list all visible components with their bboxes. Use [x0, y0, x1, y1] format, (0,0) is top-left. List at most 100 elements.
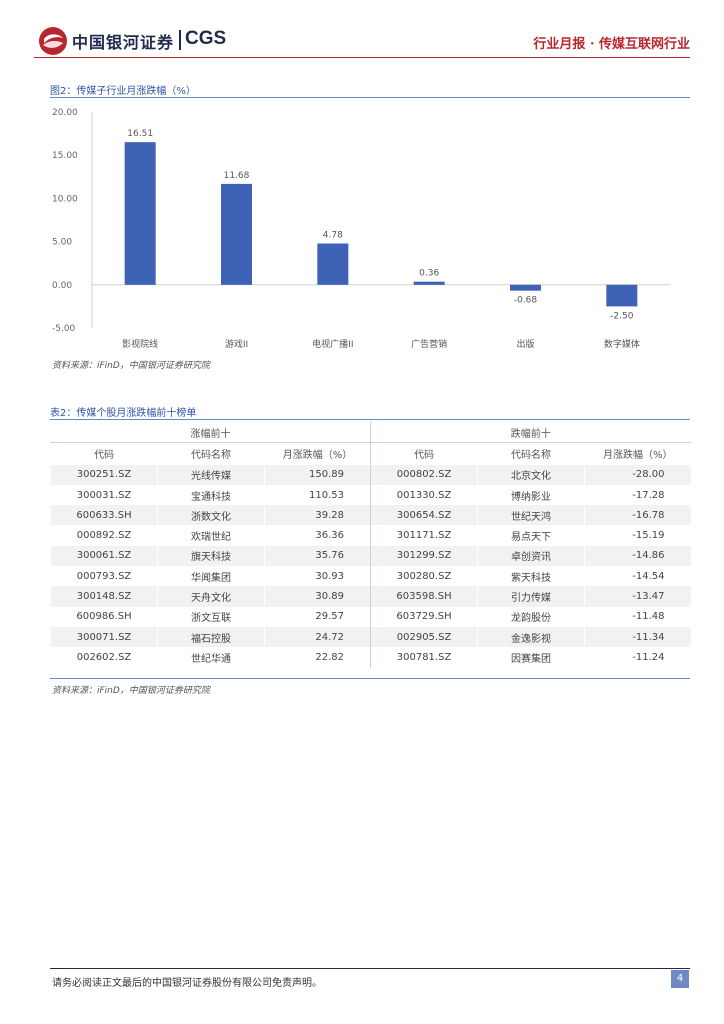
table-cell: 300031.SZ: [50, 484, 158, 506]
table-cell: 金逸影视: [477, 626, 585, 648]
page-number: 4: [671, 970, 689, 988]
table-row: 600986.SH 浙文互联 29.57 603729.SH 龙韵股份 -11.48: [50, 606, 691, 627]
top-movers-table: 涨幅前十 跌幅前十 代码 代码名称 月涨跌幅（%） 代码 代码名称 月涨跌幅（%） 300…: [49, 422, 691, 668]
table-cell: 浙数文化: [157, 505, 265, 526]
column-header: 代码: [50, 442, 158, 465]
table-cell: -13.47: [584, 586, 691, 607]
table-cell: -28.00: [584, 464, 691, 485]
table-cell: 30.89: [263, 586, 371, 607]
y-tick-label: 15.00: [52, 151, 78, 161]
table-cell: 龙韵股份: [477, 606, 585, 627]
table-cell: 29.57: [263, 606, 371, 627]
group-header-losers: 跌幅前十: [370, 422, 691, 444]
table-cell: -14.54: [584, 566, 691, 587]
y-tick-label: 20.00: [52, 108, 78, 118]
y-axis-tick-labels: 20.00 15.00 10.00 5.00 0.00 -5.00: [52, 108, 78, 334]
table-cell: 300148.SZ: [50, 586, 158, 607]
table-cell: 001330.SZ: [370, 484, 478, 506]
table-row: 300071.SZ 福石控股 24.72 002905.SZ 金逸影视 -11.34: [50, 626, 691, 648]
footer-divider: [50, 968, 690, 969]
table-cell: 博纳影业: [477, 484, 585, 506]
table-cell: 24.72: [263, 626, 371, 648]
company-logo-icon: [38, 26, 68, 56]
table-row: 300251.SZ 光线传媒 150.89 000802.SZ 北京文化 -28.00: [50, 464, 691, 485]
table-cell: 旗天科技: [157, 545, 265, 567]
table-cell: 光线传媒: [157, 464, 265, 485]
table-cell: 301171.SZ: [370, 525, 478, 546]
column-header: 代码名称: [477, 442, 585, 465]
x-category-label: 电视广播II: [312, 338, 353, 350]
table-row: 000892.SZ 欢瑞世纪 36.36 301171.SZ 易点天下 -15.19: [50, 525, 691, 546]
table-cell: 易点天下: [477, 525, 585, 546]
table-cell: 300280.SZ: [370, 566, 478, 587]
bar-3: [413, 281, 445, 285]
bar-0: [124, 142, 156, 285]
bar-value-label: 16.51: [127, 129, 153, 139]
table-cell: -14.86: [584, 545, 691, 567]
table-source: 资料来源：iFinD，中国银河证券研究院: [52, 686, 210, 696]
table-cell: 福石控股: [157, 626, 265, 648]
bar-value-label: 0.36: [419, 269, 439, 279]
table-cell: -16.78: [584, 505, 691, 526]
y-tick-label: 5.00: [52, 238, 72, 248]
table-cell: 天舟文化: [157, 586, 265, 607]
bar-4: [510, 284, 541, 291]
table-bottom-rule: [50, 678, 690, 679]
table-cell: 世纪华通: [157, 647, 265, 668]
logo-chinese-text: 中国银河证券: [72, 33, 175, 52]
bar-value-label: 4.78: [323, 231, 343, 241]
bar-2: [317, 243, 349, 285]
table-cell: 600633.SH: [50, 505, 158, 526]
table-cell: 因赛集团: [477, 647, 585, 668]
table-row: 600633.SH 浙数文化 39.28 300654.SZ 世纪天鸿 -16.78: [50, 505, 691, 526]
table-row: 300061.SZ 旗天科技 35.76 301299.SZ 卓创资讯 -14.86: [50, 545, 691, 567]
table-cell: 300061.SZ: [50, 545, 158, 567]
bar-1: [221, 183, 252, 285]
table-cell: 22.82: [263, 647, 371, 668]
footer-disclaimer: 请务必阅读正文最后的中国银河证券股份有限公司免责声明。: [52, 978, 322, 989]
table-cell: 000793.SZ: [50, 566, 158, 587]
table-cell: 300251.SZ: [50, 464, 158, 485]
bar-value-labels: 16.51 11.68 4.78 0.36 -0.68 -2.50: [127, 129, 633, 321]
x-category-label: 广告营销: [411, 338, 447, 350]
table-cell: 603598.SH: [370, 586, 478, 607]
table-cell: -17.28: [584, 484, 691, 506]
bar-value-label: -2.50: [610, 311, 634, 321]
table-cell: 300781.SZ: [370, 647, 478, 668]
logo-divider: [179, 30, 181, 50]
table-cell: 110.53: [263, 484, 371, 506]
table-cell: 36.36: [263, 525, 371, 546]
table-cell: 浙文互联: [157, 606, 265, 627]
bar-chart: 20.00 15.00 10.00 5.00 0.00 -5.00 16.51 11.68 4…: [52, 108, 670, 350]
y-tick-label: -5.00: [52, 324, 76, 334]
x-category-label: 游戏II: [225, 338, 248, 350]
figure-source: 资料来源：iFinD，中国银河证券研究院: [52, 361, 210, 371]
table-cell: 603729.SH: [370, 606, 478, 627]
column-header: 代码名称: [157, 442, 265, 465]
table-caption: 表2：传媒个股月涨跌幅前十榜单: [50, 408, 197, 419]
table-cell: 欢瑞世纪: [157, 525, 265, 546]
bar-value-label: -0.68: [514, 296, 538, 306]
table-cell: 301299.SZ: [370, 545, 478, 567]
y-tick-label: 10.00: [52, 194, 78, 204]
table-cell: 华闻集团: [157, 566, 265, 587]
report-tag: 行业月报 · 传媒互联网行业: [533, 37, 690, 52]
header-divider: [34, 57, 690, 58]
table-cell: 卓创资讯: [477, 545, 585, 567]
table-row: 300148.SZ 天舟文化 30.89 603598.SH 引力传媒 -13.47: [50, 586, 691, 607]
table-cell: 引力传媒: [477, 586, 585, 607]
table-cell: 39.28: [263, 505, 371, 526]
table-cell: 150.89: [263, 464, 371, 485]
table-cell: -11.24: [584, 647, 691, 668]
bar-value-label: 11.68: [224, 171, 250, 181]
column-header: 代码: [370, 442, 478, 465]
table-cell: 000802.SZ: [370, 464, 478, 485]
table-cell: -15.19: [584, 525, 691, 546]
x-axis-category-labels: 影视院线 游戏II 电视广播II 广告营销 出版 数字媒体: [122, 338, 640, 350]
x-category-label: 影视院线: [122, 338, 158, 350]
column-header: 月涨跌幅（%）: [263, 442, 371, 465]
group-header-gainers: 涨幅前十: [49, 422, 371, 444]
table-cell: 600986.SH: [50, 606, 158, 627]
table-cell: -11.34: [584, 626, 691, 648]
table-cell: 300071.SZ: [50, 626, 158, 648]
